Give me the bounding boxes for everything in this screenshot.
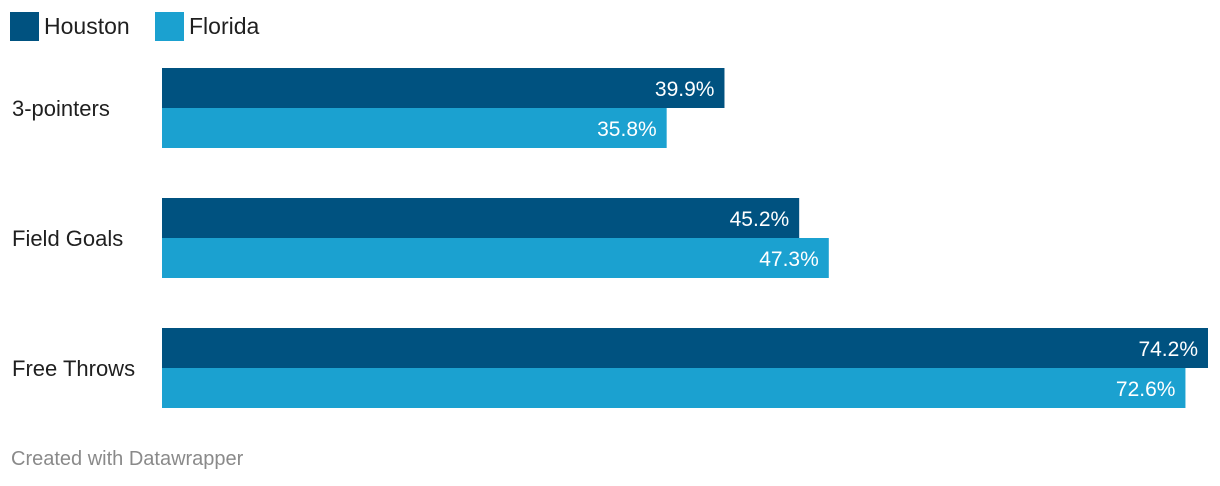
value-label-florida-free-throws: 72.6% (1116, 378, 1176, 401)
category-label-free-throws: Free Throws (12, 356, 135, 381)
category-label-3-pointers: 3-pointers (12, 96, 110, 121)
bar-florida-3-pointers (162, 108, 667, 148)
bar-houston-free-throws (162, 328, 1208, 368)
bar-florida-field-goals (162, 238, 829, 278)
bars (162, 68, 1208, 408)
bar-houston-3-pointers (162, 68, 725, 108)
legend-label-houston: Houston (44, 13, 130, 39)
bar-chart: Houston Florida 3-pointers Field Goals Free… (10, 12, 1208, 408)
value-labels: 39.9% 35.8% 45.2% 47.3% 74.2% 72.6% (597, 78, 1198, 401)
legend-label-florida: Florida (189, 13, 260, 39)
bar-florida-free-throws (162, 368, 1186, 408)
value-label-houston-free-throws: 74.2% (1138, 338, 1198, 361)
legend-swatch-houston (10, 12, 39, 41)
legend: Houston Florida (10, 12, 260, 41)
value-label-houston-field-goals: 45.2% (730, 208, 790, 231)
category-label-field-goals: Field Goals (12, 226, 123, 251)
category-labels: 3-pointers Field Goals Free Throws (12, 96, 135, 381)
value-label-florida-3-pointers: 35.8% (597, 118, 657, 141)
value-label-houston-3-pointers: 39.9% (655, 78, 715, 101)
legend-swatch-florida (155, 12, 184, 41)
value-label-florida-field-goals: 47.3% (759, 248, 819, 271)
datawrapper-credit: Created with Datawrapper (11, 448, 244, 470)
bar-houston-field-goals (162, 198, 800, 238)
